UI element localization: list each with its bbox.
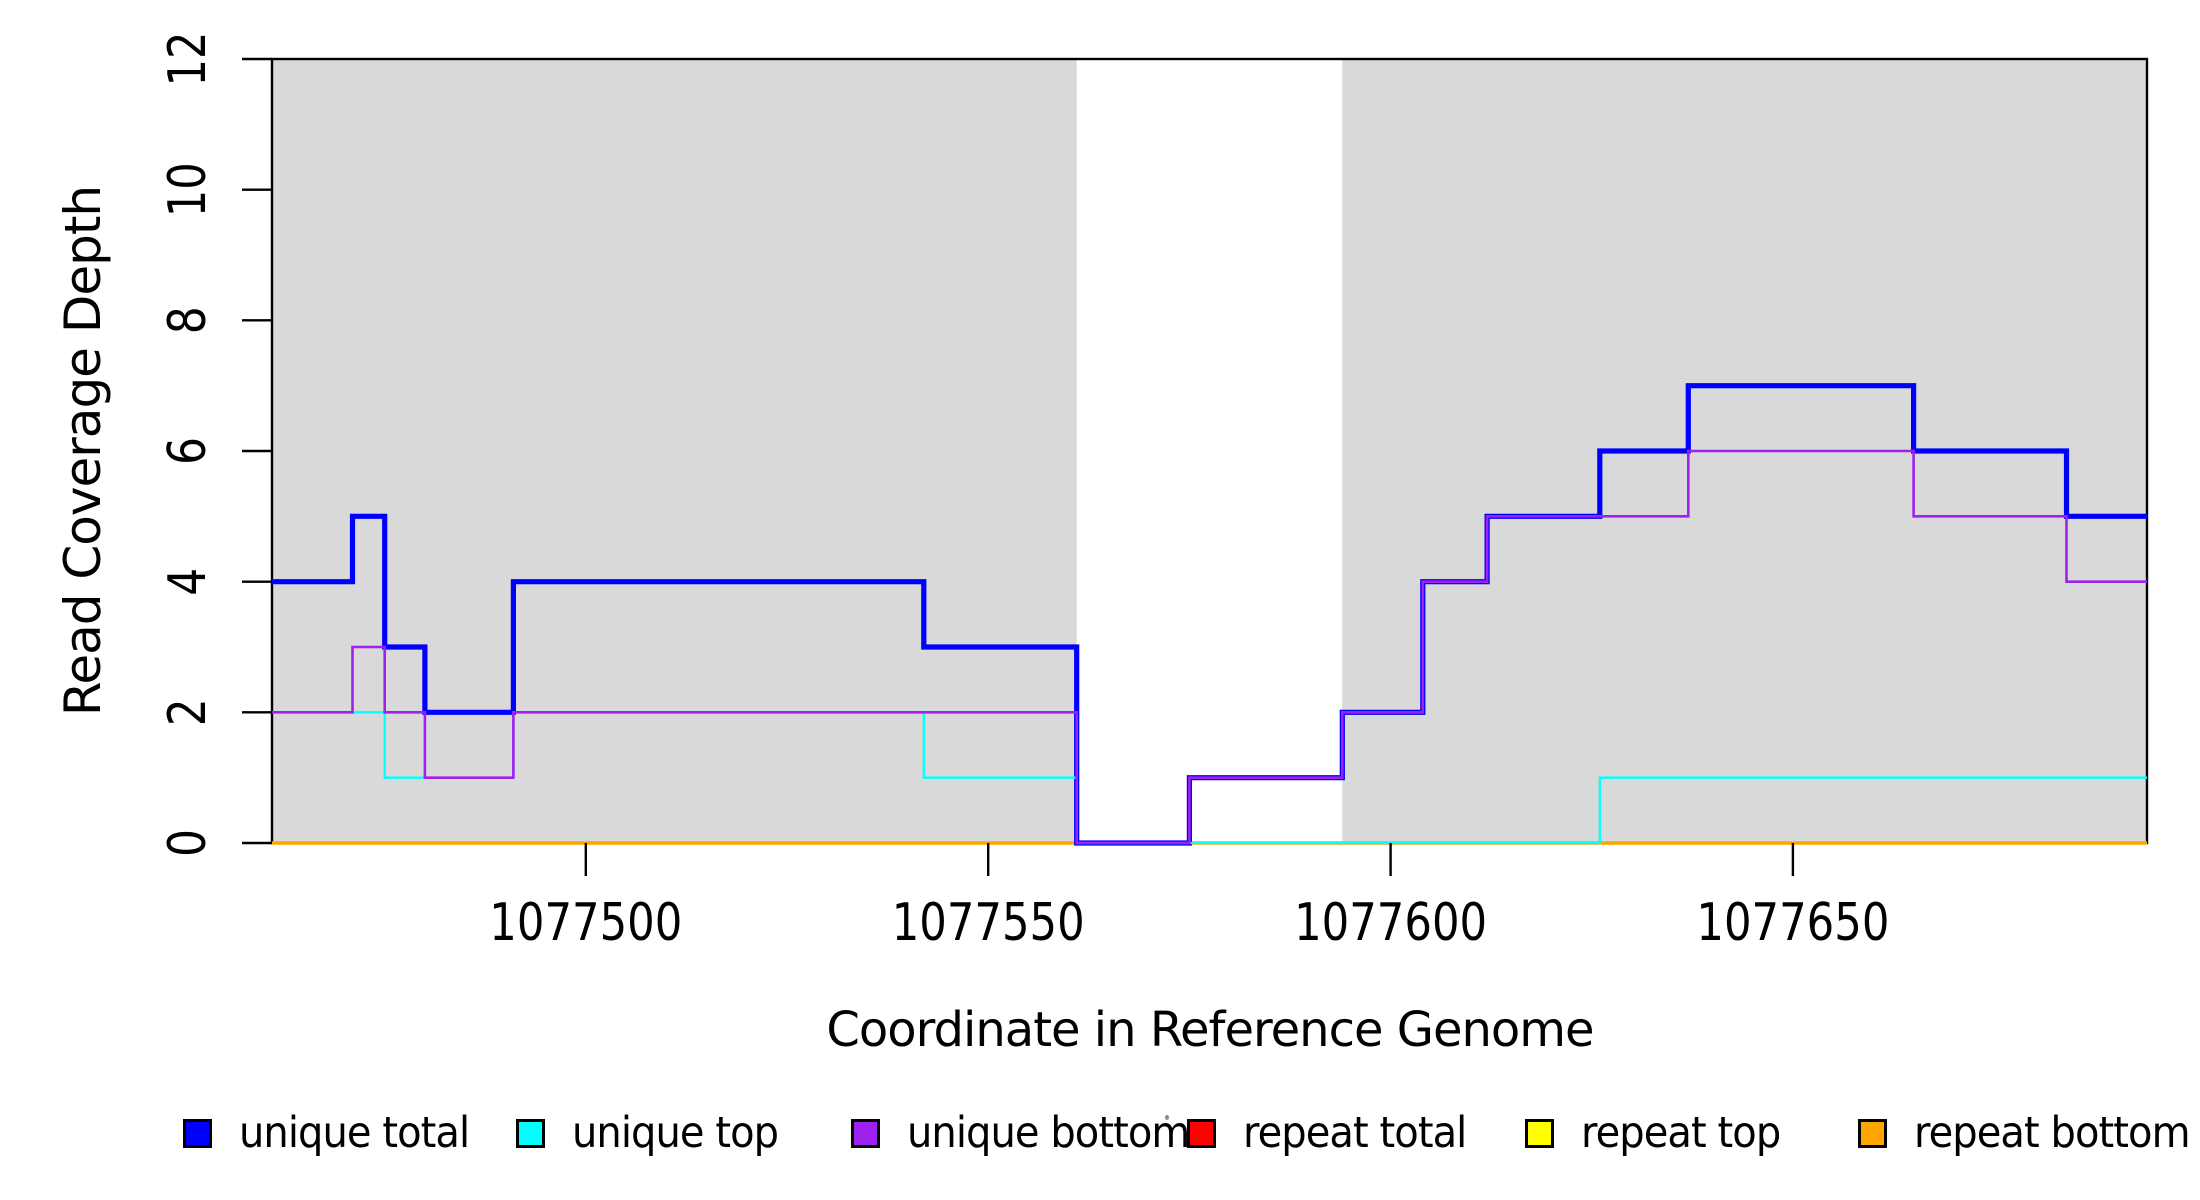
y-tick-label: 10: [158, 162, 218, 217]
x-tick-label: 1077550: [892, 893, 1085, 953]
y-axis-title: Read Coverage Depth: [54, 186, 112, 716]
series-unique-bottom: [272, 449, 2147, 845]
y-tick-label: 0: [158, 829, 218, 857]
x-tick-label: 1077650: [1696, 893, 1889, 953]
y-tick-label: 4: [158, 568, 218, 596]
stray-mark: [1165, 1115, 1169, 1120]
plot-area: 1077500 1077550 1077600 1077650 0 2 4 6 8 10 12: [158, 32, 2149, 953]
y-tick-label: 6: [158, 437, 218, 465]
x-axis-title: Coordinate in Reference Genome: [826, 1002, 1593, 1058]
x-tick-label: 1077600: [1294, 893, 1487, 953]
x-tick-label: 1077500: [489, 893, 682, 953]
y-tick-label: 2: [158, 698, 218, 726]
y-tick-label: 12: [158, 32, 218, 87]
shaded-region: [272, 59, 1077, 843]
y-tick-label: 8: [158, 306, 218, 334]
series-unique-top: [272, 711, 2147, 845]
